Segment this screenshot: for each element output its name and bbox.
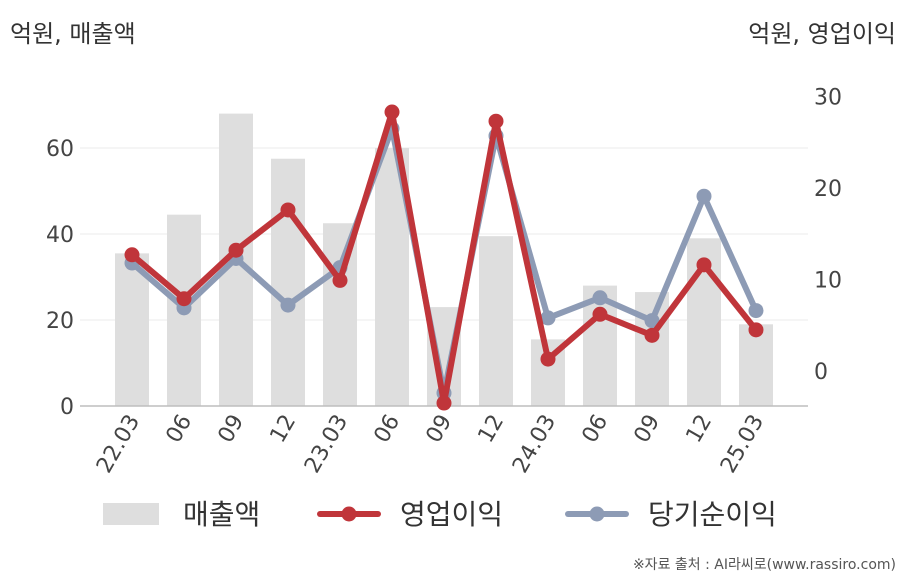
x-tick-label: 23.03 [300,411,353,478]
operating-profit-point [280,202,296,218]
legend-marker-net-income [589,506,605,522]
left-axis-unit: 억원, 매출액 [10,20,136,48]
y-right-tick-label: 10 [814,269,842,294]
operating-profit-point [488,113,504,129]
net-income-point [748,303,764,319]
source-note: ※자료 출처 : AI라씨로(www.rassiro.com) [632,557,896,573]
right-axis-unit: 억원, 영업이익 [748,20,896,48]
y-right-tick-label: 20 [814,177,842,202]
legend-marker-operating-profit [341,506,357,522]
x-tick-label: 25.03 [716,411,769,478]
operating-profit-point [436,395,452,411]
net-income-point [280,297,296,313]
y-right-tick-label: 30 [814,86,842,111]
operating-profit-point [384,104,400,120]
revenue-bar [271,158,305,406]
revenue-bar [115,253,149,406]
net-income-point [592,290,608,306]
operating-profit-point [644,327,660,343]
net-income-point [696,188,712,204]
legend-label-net-income: 당기순이익 [648,498,777,531]
revenue-bar [635,292,669,406]
x-tick-label: 09 [422,411,458,448]
y-left-tick-label: 20 [46,309,74,334]
operating-profit-point [228,242,244,258]
x-tick-label: 06 [162,411,198,448]
net-income-point [540,310,556,326]
x-tick-label: 09 [630,411,666,448]
y-right-tick-label: 0 [814,360,828,385]
x-tick-label: 09 [214,411,250,448]
operating-profit-point [592,306,608,322]
legend-label-revenue: 매출액 [183,498,260,531]
operating-profit-point [696,257,712,273]
y-left-tick-label: 60 [46,137,74,162]
operating-profit-point [124,247,140,263]
operating-profit-point [176,291,192,307]
x-tick-label: 24.03 [508,411,561,478]
legend-label-operating-profit: 영업이익 [400,498,503,531]
operating-profit-point [540,351,556,367]
revenue-bar [479,236,513,406]
revenue-bar [739,324,773,406]
x-tick-label: 06 [370,411,406,448]
y-left-tick-label: 0 [60,395,74,420]
x-tick-label: 12 [474,411,510,448]
legend-swatch-revenue [103,503,159,525]
x-tick-label: 22.03 [92,411,145,478]
x-tick-label: 12 [266,411,302,448]
operating-profit-point [332,272,348,288]
x-tick-label: 06 [578,411,614,448]
y-left-tick-label: 40 [46,223,74,248]
net-income-point [644,313,660,329]
operating-profit-point [748,322,764,338]
x-tick-label: 12 [682,411,718,448]
